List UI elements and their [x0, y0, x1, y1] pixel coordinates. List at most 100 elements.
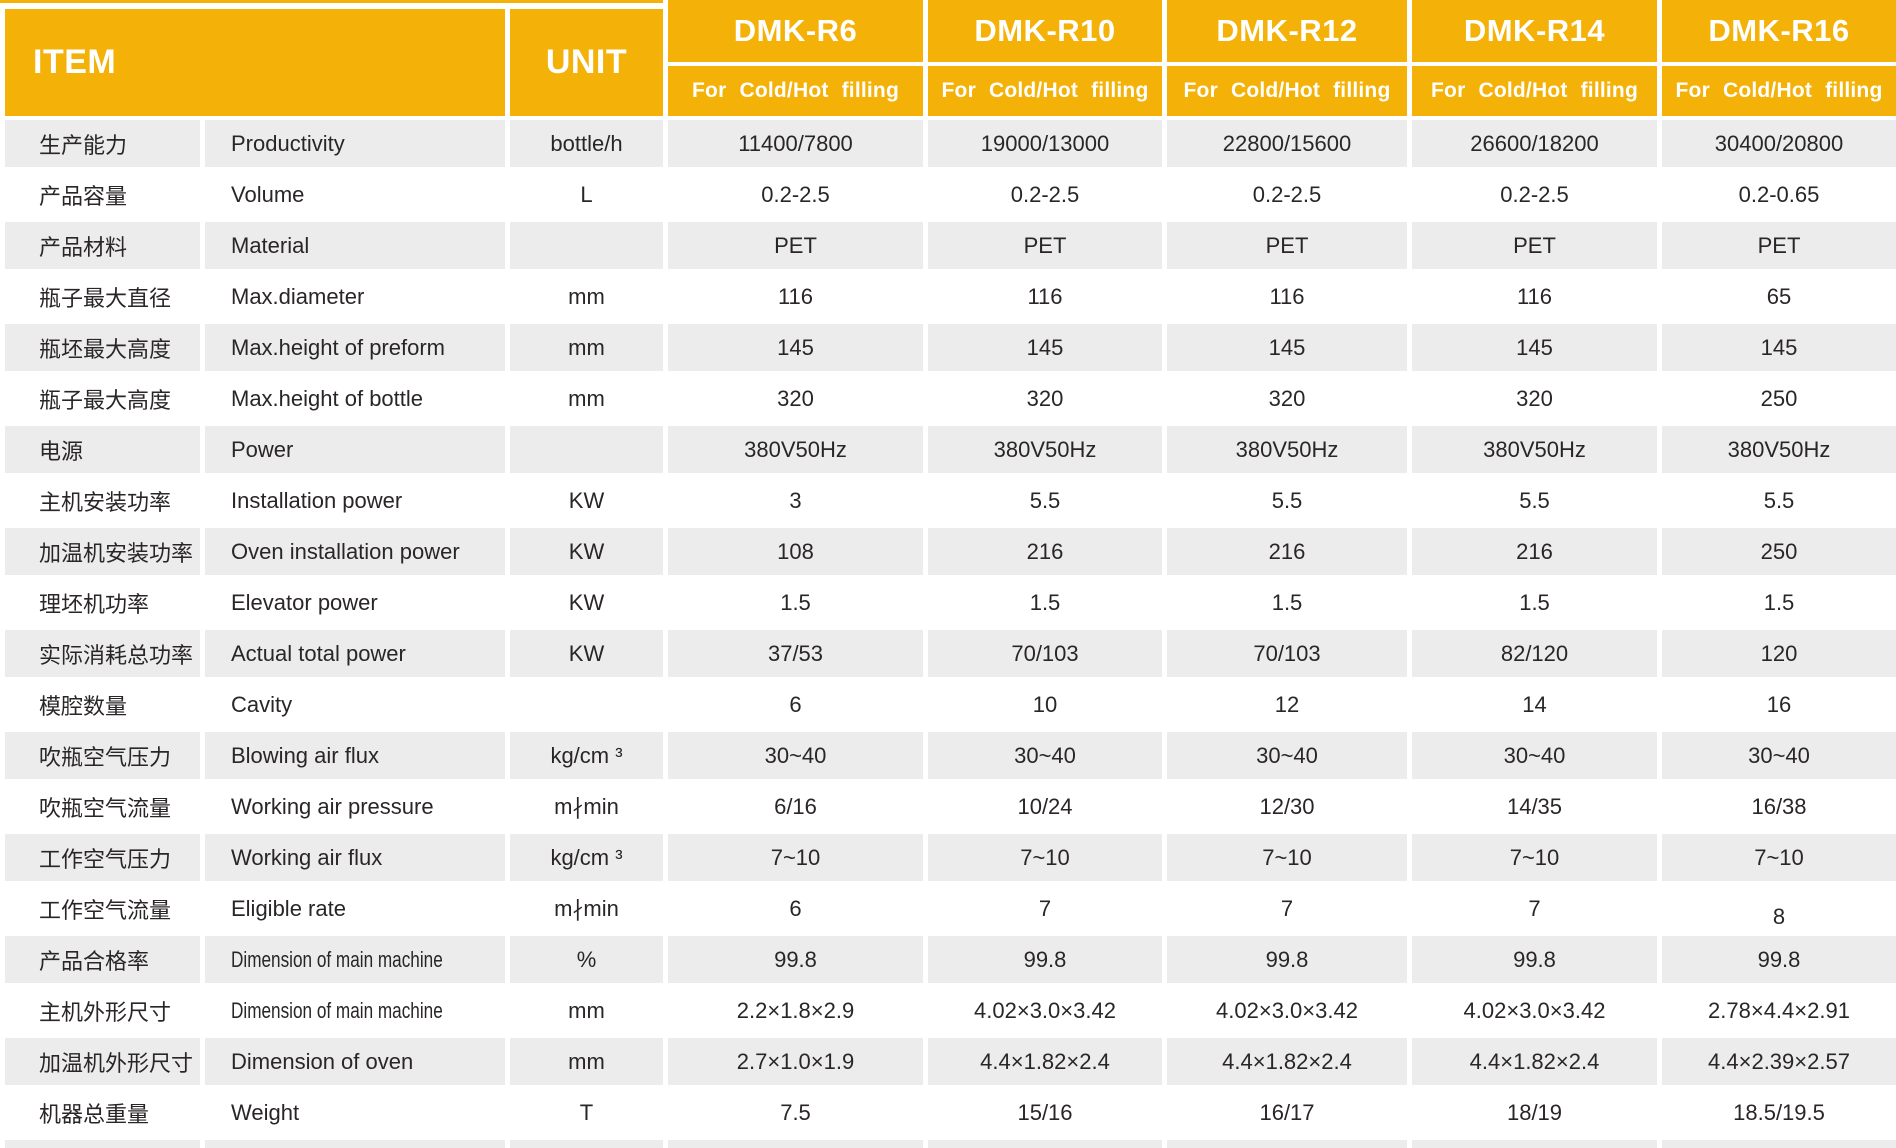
row-unit: mm — [510, 324, 668, 375]
table-row: 瓶子最大直径 Max.diameter mm 116 116 116 116 6… — [5, 273, 1896, 324]
row-label-cn: 机器总重量 — [5, 1089, 205, 1140]
row-value: PET — [1167, 222, 1412, 273]
row-label-en-cell: Productivity — [205, 120, 510, 171]
spec-table: ITEM UNIT DMK-R6 DMK-R10 DMK-R12 DMK-R14 DMK… — [5, 0, 1896, 1148]
row-value: 7~10 — [1167, 834, 1412, 885]
row-unit: mm — [510, 375, 668, 426]
model-header: DMK-R14 — [1412, 0, 1662, 66]
row-value: 7 — [928, 885, 1167, 936]
row-value: 320 — [928, 375, 1167, 426]
row-value: 1.5 — [1167, 579, 1412, 630]
row-value: 1.5 — [1662, 579, 1896, 630]
row-value: 7~10 — [1662, 834, 1896, 885]
row-value: 3 — [668, 477, 928, 528]
row-value: 16/17 — [1167, 1089, 1412, 1140]
row-label-en-cell: Eligible rate — [205, 885, 510, 936]
row-label-en-cell: Volume — [205, 171, 510, 222]
row-value: 16 — [1662, 681, 1896, 732]
row-label-en: Cavity — [231, 691, 293, 717]
cropped-cell — [1167, 1140, 1412, 1148]
row-unit: T — [510, 1089, 668, 1140]
row-value: 65 — [1662, 273, 1896, 324]
row-value: 5.5 — [1412, 477, 1662, 528]
row-label-en: Actual total power — [231, 640, 406, 666]
row-label-en-cell: Installation power — [205, 477, 510, 528]
row-label-en: Working air pressure — [231, 793, 434, 819]
row-value: PET — [1662, 222, 1896, 273]
row-value: 19000/13000 — [928, 120, 1167, 171]
row-value: 6 — [668, 885, 928, 936]
row-value: 11400/7800 — [668, 120, 928, 171]
row-label-en: Max.height of bottle — [231, 385, 424, 411]
row-value: 380V50Hz — [1412, 426, 1662, 477]
row-label-en: Dimension of main machine — [231, 997, 443, 1023]
row-label-en: Working air flux — [231, 844, 383, 870]
table-row: 瓶子最大高度 Max.height of bottle mm 320 320 3… — [5, 375, 1896, 426]
row-value: 82/120 — [1412, 630, 1662, 681]
header-row-filling: For Cold/Hot filling For Cold/Hot filling… — [5, 66, 1896, 120]
row-unit: m∤min — [510, 783, 668, 834]
row-label-en: Max.diameter — [231, 283, 365, 309]
row-value: 5.5 — [1662, 477, 1896, 528]
row-label-en-cell: Max.height of bottle — [205, 375, 510, 426]
row-value: 4.4×1.82×2.4 — [1412, 1038, 1662, 1089]
row-value: 8 — [1662, 885, 1896, 936]
row-label-cn: 产品合格率 — [5, 936, 205, 987]
model-subtitle: For Cold/Hot filling — [668, 66, 928, 120]
row-label-cn: 工作空气压力 — [5, 834, 205, 885]
row-value: 216 — [1167, 528, 1412, 579]
row-value: 30~40 — [1412, 732, 1662, 783]
row-label-cn: 产品材料 — [5, 222, 205, 273]
row-value: 0.2-0.65 — [1662, 171, 1896, 222]
row-label-en: Power — [231, 436, 294, 462]
row-value: 0.2-2.5 — [1167, 171, 1412, 222]
table-row: 瓶坯最大高度 Max.height of preform mm 145 145 … — [5, 324, 1896, 375]
row-unit: % — [510, 936, 668, 987]
row-label-en-cell: Dimension of main machine — [205, 987, 510, 1038]
row-unit — [510, 222, 668, 273]
row-label-cn: 主机安装功率 — [5, 477, 205, 528]
row-value: 250 — [1662, 375, 1896, 426]
table-row: 产品合格率 Dimension of main machine % 99.8 9… — [5, 936, 1896, 987]
row-value: 380V50Hz — [1167, 426, 1412, 477]
row-value: 18.5/19.5 — [1662, 1089, 1896, 1140]
row-value: 12 — [1167, 681, 1412, 732]
row-value: 320 — [1412, 375, 1662, 426]
row-value: 22800/15600 — [1167, 120, 1412, 171]
row-value: 120 — [1662, 630, 1896, 681]
table-row: 加温机安装功率 Oven installation power KW 108 2… — [5, 528, 1896, 579]
row-label-en: Volume — [231, 181, 305, 207]
row-value: 7~10 — [668, 834, 928, 885]
row-unit: m∤min — [510, 885, 668, 936]
row-value: 380V50Hz — [928, 426, 1167, 477]
table-row: 工作空气流量 Eligible rate m∤min 6 7 7 7 8 — [5, 885, 1896, 936]
row-label-cn: 瓶坯最大高度 — [5, 324, 205, 375]
row-value: 1.5 — [1412, 579, 1662, 630]
row-unit: mm — [510, 987, 668, 1038]
row-value: 6/16 — [668, 783, 928, 834]
model-subtitle: For Cold/Hot filling — [1662, 66, 1896, 120]
row-unit: mm — [510, 1038, 668, 1089]
table-row: 生产能力 Productivity bottle/h 11400/7800 19… — [5, 120, 1896, 171]
row-value: 1.5 — [928, 579, 1167, 630]
row-value: 16/38 — [1662, 783, 1896, 834]
row-value: 116 — [668, 273, 928, 324]
row-label-cn: 瓶子最大高度 — [5, 375, 205, 426]
row-label-cn: 吹瓶空气压力 — [5, 732, 205, 783]
row-value: PET — [928, 222, 1167, 273]
row-value: 37/53 — [668, 630, 928, 681]
row-value: 70/103 — [928, 630, 1167, 681]
row-label-cn: 加温机安装功率 — [5, 528, 205, 579]
model-subtitle: For Cold/Hot filling — [1412, 66, 1662, 120]
row-label-en-cell: Cavity — [205, 681, 510, 732]
table-row: 理坯机功率 Elevator power KW 1.5 1.5 1.5 1.5 … — [5, 579, 1896, 630]
row-value: 116 — [928, 273, 1167, 324]
row-value: 0.2-2.5 — [928, 171, 1167, 222]
row-value: 26600/18200 — [1412, 120, 1662, 171]
row-value: 30400/20800 — [1662, 120, 1896, 171]
model-subtitle: For Cold/Hot filling — [1167, 66, 1412, 120]
unit-column-header: UNIT — [510, 0, 668, 120]
row-value: PET — [668, 222, 928, 273]
row-label-en: Material — [231, 232, 310, 258]
model-header: DMK-R12 — [1167, 0, 1412, 66]
